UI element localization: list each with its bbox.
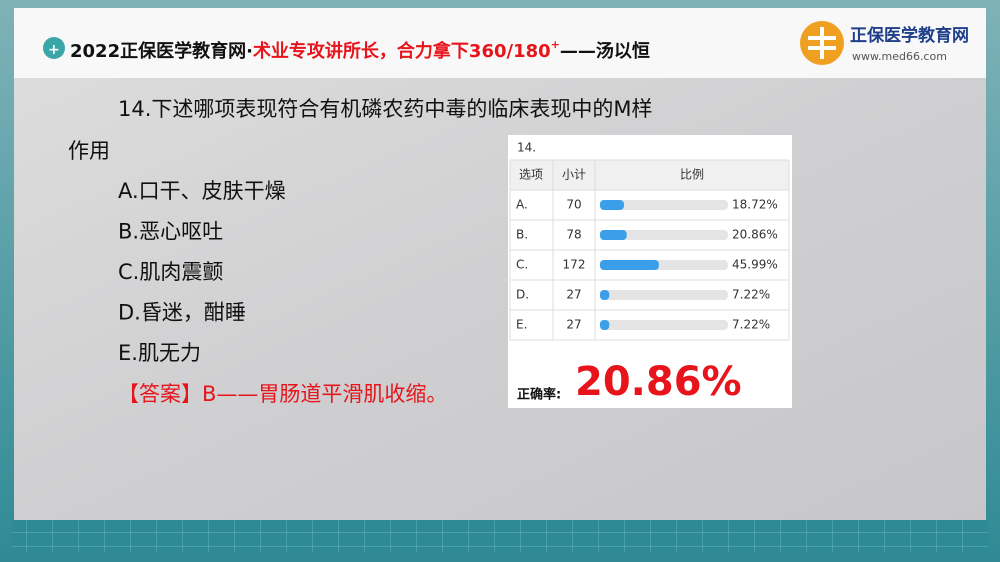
logo-glyph [808, 27, 836, 59]
poll-option: B. [516, 228, 528, 242]
question-line: 作用 [68, 139, 110, 163]
poll-option: D. [516, 288, 529, 302]
bar [600, 200, 624, 210]
header-slogan: 术业专攻讲所长，合力拿下360/180 [253, 40, 551, 62]
bar [600, 320, 610, 330]
header-teacher: ——汤以恒 [560, 40, 650, 62]
option: A.口干、皮肤干燥 [118, 179, 286, 203]
footer-strip [12, 520, 988, 552]
poll-count: 27 [566, 288, 581, 302]
poll-percent: 45.99% [732, 258, 778, 272]
poll-option: A. [516, 198, 528, 212]
answer: 【答案】B——胃肠道平滑肌收缩。 [118, 382, 447, 406]
poll-count: 70 [566, 198, 581, 212]
poll-option: E. [516, 318, 527, 332]
poll-header: 选项 [519, 168, 543, 182]
option: E.肌无力 [118, 341, 201, 365]
option: B.恶心呕吐 [118, 220, 223, 244]
correct-rate: 20.86% [575, 359, 742, 405]
heart-icon [43, 37, 65, 59]
poll-percent: 20.86% [732, 228, 778, 242]
poll-percent: 7.22% [732, 318, 770, 332]
option: C.肌肉震颤 [118, 260, 223, 284]
poll-count: 78 [566, 228, 581, 242]
correct-label: 正确率: [517, 387, 561, 403]
icon-plus: + [48, 42, 60, 58]
poll-title: 14. [517, 141, 536, 155]
header-lead: 2022正保医学教育网· [70, 40, 253, 62]
header-title: 2022正保医学教育网·术业专攻讲所长，合力拿下360/180+——汤以恒 [70, 38, 650, 62]
poll-count: 172 [563, 258, 586, 272]
bar [600, 230, 627, 240]
question-line: 14.下述哪项表现符合有机磷农药中毒的临床表现中的M样 [118, 97, 653, 121]
header-sup: + [551, 38, 560, 51]
bar-track [600, 290, 728, 300]
option: D.昏迷，酣睡 [118, 301, 246, 325]
poll-percent: 7.22% [732, 288, 770, 302]
bar [600, 260, 659, 270]
poll-header: 比例 [680, 168, 704, 182]
poll-option: C. [516, 258, 528, 272]
bar [600, 290, 610, 300]
poll-header: 小计 [562, 168, 586, 182]
bar-track [600, 230, 728, 240]
poll-header-row [510, 160, 789, 190]
content-panel [14, 78, 986, 520]
logo-name: 正保医学教育网 [850, 25, 969, 46]
poll-percent: 18.72% [732, 198, 778, 212]
poll-count: 27 [566, 318, 581, 332]
bar-track [600, 200, 728, 210]
logo-url: www.med66.com [852, 50, 947, 63]
bar-track [600, 320, 728, 330]
